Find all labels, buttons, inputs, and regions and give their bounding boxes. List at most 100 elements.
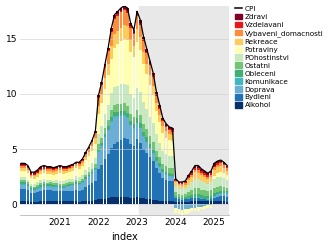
Bar [36,188,39,189]
Bar [178,199,180,202]
Bar [33,176,36,179]
Bar [107,51,110,64]
Bar [55,191,58,201]
Bar [84,170,87,175]
Bar [43,170,45,173]
Bar [23,180,26,182]
Bar [207,199,209,200]
Bar [113,144,116,197]
Bar [59,188,61,191]
Bar [52,169,55,170]
Bar [30,174,32,175]
Bar [213,166,215,167]
Bar [181,189,183,195]
Bar [123,116,126,138]
Bar [136,123,139,139]
Bar [55,187,58,191]
Bar [207,175,209,177]
Bar [187,199,190,202]
Bar [226,165,228,167]
Bar [116,117,119,142]
Bar [81,201,84,204]
Bar [171,168,174,174]
Bar [81,179,84,181]
Bar [139,20,142,23]
Bar [68,172,71,179]
Bar [72,168,74,171]
Bar [120,104,122,111]
Bar [129,121,132,125]
Bar [194,201,196,204]
Bar [46,186,49,187]
Bar [181,197,183,199]
Bar [184,188,187,194]
Bar [94,157,97,164]
Bar [113,15,116,17]
Bar [126,27,129,40]
Bar [207,201,209,204]
Bar [110,122,113,148]
Bar [168,176,171,181]
Bar [65,173,68,181]
Bar [226,180,228,188]
Bar [23,184,26,185]
Bar [129,114,132,121]
Bar [171,132,174,135]
Bar [36,173,39,174]
Bar [75,166,78,168]
Bar [142,41,145,53]
Bar [181,183,183,184]
Bar [26,182,29,184]
Bar [91,174,93,183]
Bar [78,185,81,191]
Bar [94,144,97,157]
Bar [142,53,145,64]
Bar [26,173,29,180]
Bar [187,204,190,209]
Bar [222,196,225,201]
Bar [46,174,49,180]
Bar [36,170,39,172]
Bar [97,95,100,97]
Bar [68,184,71,186]
Bar [129,23,132,26]
Bar [107,126,110,130]
Bar [203,190,206,196]
Bar [52,183,55,185]
Bar [133,117,135,124]
Bar [158,107,161,109]
Bar [184,182,187,183]
Bar [219,177,222,186]
Bar [197,198,200,201]
Bar [222,191,225,193]
Bar [55,171,58,174]
Bar [68,179,71,183]
Bar [107,120,110,126]
Bar [120,84,122,104]
Bar [94,133,97,138]
Bar [184,202,187,204]
Bar [190,177,193,182]
Bar [158,109,161,115]
Bar [139,6,229,215]
Bar [65,187,68,191]
Bar [94,164,97,168]
Bar [39,180,42,183]
Bar [146,142,148,153]
Bar [222,165,225,168]
Bar [26,165,29,167]
Bar [184,209,187,214]
Bar [100,94,103,103]
Bar [107,48,110,50]
Bar [216,197,219,201]
Bar [126,113,129,117]
Bar [148,148,151,157]
Bar [187,198,190,199]
Bar [200,204,203,207]
Bar [43,168,45,170]
Bar [158,173,161,201]
Bar [43,165,45,167]
Bar [113,87,116,105]
Bar [158,166,161,167]
Bar [148,144,151,148]
